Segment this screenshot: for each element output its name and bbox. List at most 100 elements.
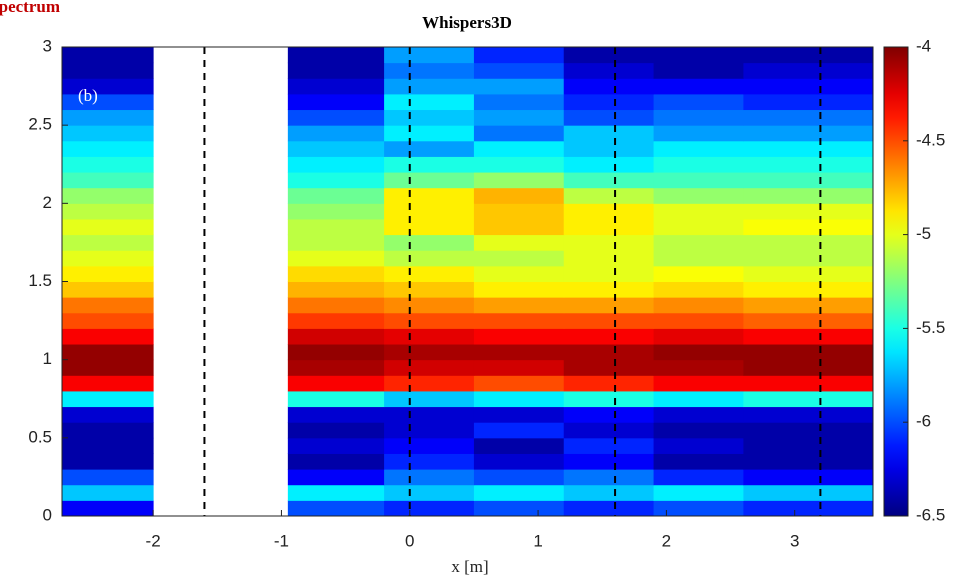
heatmap-cell [473,344,565,361]
heatmap-cell [473,156,565,173]
colorbar-tick-label: -6 [916,412,931,431]
heatmap-cell [653,203,744,220]
heatmap-cell [384,156,475,173]
heatmap-cell [287,500,385,517]
heatmap-cell [653,156,744,173]
corner-text: spectrum [0,0,60,16]
heatmap-cell [473,125,565,142]
x-tick-label: 3 [790,531,799,550]
heatmap-cell [743,218,874,236]
heatmap-cell [743,140,874,157]
heatmap-cell [287,281,385,298]
y-tick-label: 1 [43,349,52,368]
heatmap-cell [384,203,475,220]
heatmap-cell [384,187,475,204]
y-tick-label: 1.5 [28,271,52,290]
heatmap-cell [473,187,565,204]
overlay [61,46,874,517]
heatmap-cell [287,203,385,220]
heatmap-cell [473,281,565,298]
heatmap-cell [743,406,874,423]
heatmap-cell [287,250,385,267]
heatmap-cell [287,375,385,392]
heatmap-cell [473,453,565,470]
colorbar-tick-label: -4.5 [916,130,945,149]
heatmap-cell [653,62,744,79]
heatmap-cell [384,109,475,126]
x-tick-label: 1 [533,531,542,550]
heatmap-cell [384,93,475,111]
heatmap-cell [384,437,475,454]
heatmap-cell [743,359,874,376]
y-tick-label: 3 [43,36,52,55]
heatmap-cell [743,62,874,79]
heatmap-cell [384,359,475,376]
heatmap-cell [62,93,154,111]
heatmap-cell [384,281,475,298]
heatmap-cell [653,140,744,157]
heatmap-cell [563,344,655,361]
heatmap-cell [653,250,744,267]
heatmap-cell [743,422,874,439]
heatmap-cell [743,109,874,126]
heatmap-cell [384,422,475,439]
heatmap-cell [473,234,565,251]
heatmap-cell [287,265,385,282]
heatmap-cell [563,187,655,204]
heatmap-cell [62,328,154,345]
heatmap-cell [473,78,565,95]
heatmap [62,47,874,517]
y-tick-label: 2 [43,193,52,212]
heatmap-cell [743,297,874,314]
heatmap-cell [563,78,655,95]
heatmap-cell [563,312,655,329]
heatmap-cell [287,187,385,204]
heatmap-cell [653,297,744,314]
heatmap-cell [743,484,874,501]
heatmap-cell [62,62,154,79]
heatmap-cell [563,281,655,298]
heatmap-cell [473,484,565,501]
heatmap-cell [563,218,655,236]
heatmap-cell [653,359,744,376]
heatmap-cell [653,500,744,517]
heatmap-cell [743,172,874,189]
heatmap-cell [384,469,475,486]
heatmap-cell [743,78,874,95]
heatmap-cell [563,328,655,345]
heatmap-cell [287,297,385,314]
heatmap-cell [653,406,744,423]
heatmap-cell [62,156,154,173]
heatmap-cell [743,312,874,329]
panel-label: (b) [78,86,98,105]
colorbar-tick-label: -4 [916,36,931,55]
heatmap-cell [563,406,655,423]
heatmap-cell [473,422,565,439]
heatmap-cell [384,265,475,282]
heatmap-cell [653,328,744,345]
heatmap-cell [62,125,154,142]
heatmap-cell [563,297,655,314]
heatmap-cell [743,203,874,220]
heatmap-cell [743,234,874,251]
heatmap-cell [473,390,565,408]
heatmap-cell [563,62,655,79]
heatmap-cell [653,484,744,501]
heatmap-cell [653,172,744,189]
heatmap-cell [473,172,565,189]
y-tick-label: 0.5 [28,427,52,446]
heatmap-cell [62,390,154,408]
heatmap-cell [62,265,154,282]
heatmap-cell [62,375,154,392]
heatmap-cell [563,203,655,220]
heatmap-cell [563,469,655,486]
heatmap-cell [653,437,744,454]
heatmap-cell [62,234,154,251]
heatmap-cell [287,437,385,454]
heatmap-cell [287,328,385,345]
heatmap-cell [62,453,154,470]
heatmap-cell [384,47,475,64]
heatmap-cell [62,203,154,220]
heatmap-cell [473,375,565,392]
heatmap-cell [473,62,565,79]
